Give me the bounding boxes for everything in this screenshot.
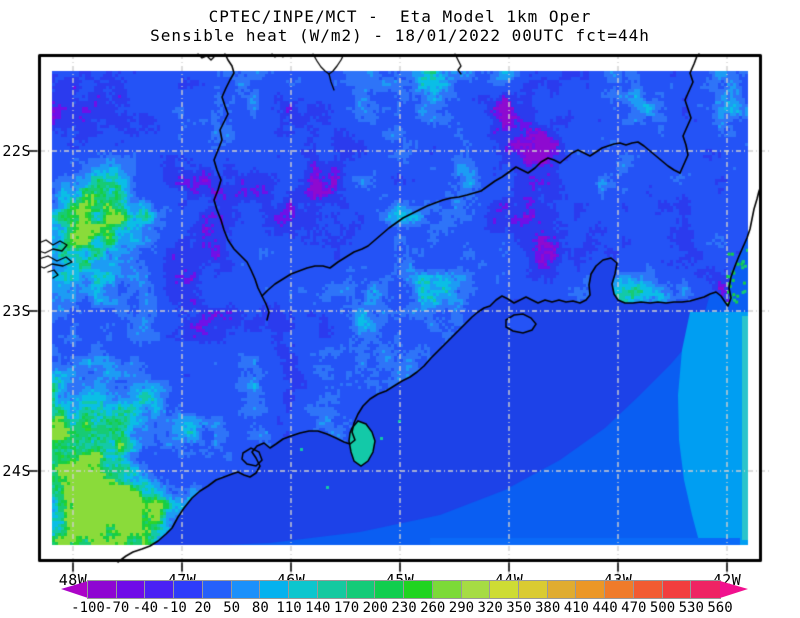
colorbar-cell <box>633 580 664 599</box>
colorbar-tick-value: 440 <box>592 600 618 616</box>
colorbar-cell <box>173 580 204 599</box>
colorbar-cell <box>575 580 606 599</box>
colorbar-tick-value: 20 <box>194 600 212 616</box>
colorbar-cell <box>87 580 118 599</box>
colorbar-tick-value: 410 <box>563 600 589 616</box>
colorbar-cell <box>374 580 405 599</box>
colorbar-tick-value: -100 <box>71 600 105 616</box>
colorbar-tick-value: -70 <box>104 600 130 616</box>
colorbar-tick-value: 560 <box>707 600 733 616</box>
colorbar-tick-value: 500 <box>649 600 676 616</box>
colorbar-cell <box>346 580 376 599</box>
colorbar-tick-value: 320 <box>477 600 503 616</box>
colorbar-cell <box>116 580 146 599</box>
colorbar-tick-value: 110 <box>276 600 302 616</box>
colorbar-tick-value: -40 <box>132 600 159 616</box>
colorbar-tick-value: 170 <box>333 600 360 616</box>
colorbar-tick-value: 260 <box>420 600 446 616</box>
colorbar-cell <box>259 580 290 599</box>
colorbar-cell <box>288 580 319 599</box>
lat-tick-label: 24S <box>2 462 31 480</box>
colorbar-cell <box>690 580 721 599</box>
colorbar-tick-value: 80 <box>251 600 269 616</box>
colorbar-cell <box>403 580 434 599</box>
colorbar-tick-value: 230 <box>391 600 417 616</box>
colorbar-cell <box>489 580 520 599</box>
colorbar-left-arrow <box>61 581 88 598</box>
colorbar-tick-value: 140 <box>305 600 331 616</box>
colorbar-tick-value: 380 <box>534 600 561 616</box>
colorbar-cell <box>461 580 491 599</box>
colorbar-tick-value: 350 <box>506 600 532 616</box>
colorbar-cell <box>231 580 261 599</box>
colorbar-tick-value: 290 <box>448 600 475 616</box>
colorbar-cell <box>432 580 463 599</box>
colorbar-cell <box>604 580 635 599</box>
colorbar-tick-value: -10 <box>161 600 187 616</box>
colorbar-cell <box>202 580 233 599</box>
colorbar-cell <box>144 580 175 599</box>
lat-tick-label: 23S <box>2 302 31 320</box>
colorbar-cell <box>547 580 577 599</box>
colorbar-tick-value: 530 <box>678 600 704 616</box>
colorbar-tick-value: 470 <box>621 600 647 616</box>
colorbar-cell <box>662 580 692 599</box>
colorbar-cell <box>317 580 348 599</box>
colorbar-tick-value: 50 <box>223 600 241 616</box>
colorbar-tick-value: 200 <box>362 600 388 616</box>
lat-tick-label: 22S <box>2 142 31 160</box>
colorbar-cell <box>518 580 549 599</box>
colorbar-right-arrow <box>720 581 748 598</box>
colorbar <box>87 580 721 599</box>
